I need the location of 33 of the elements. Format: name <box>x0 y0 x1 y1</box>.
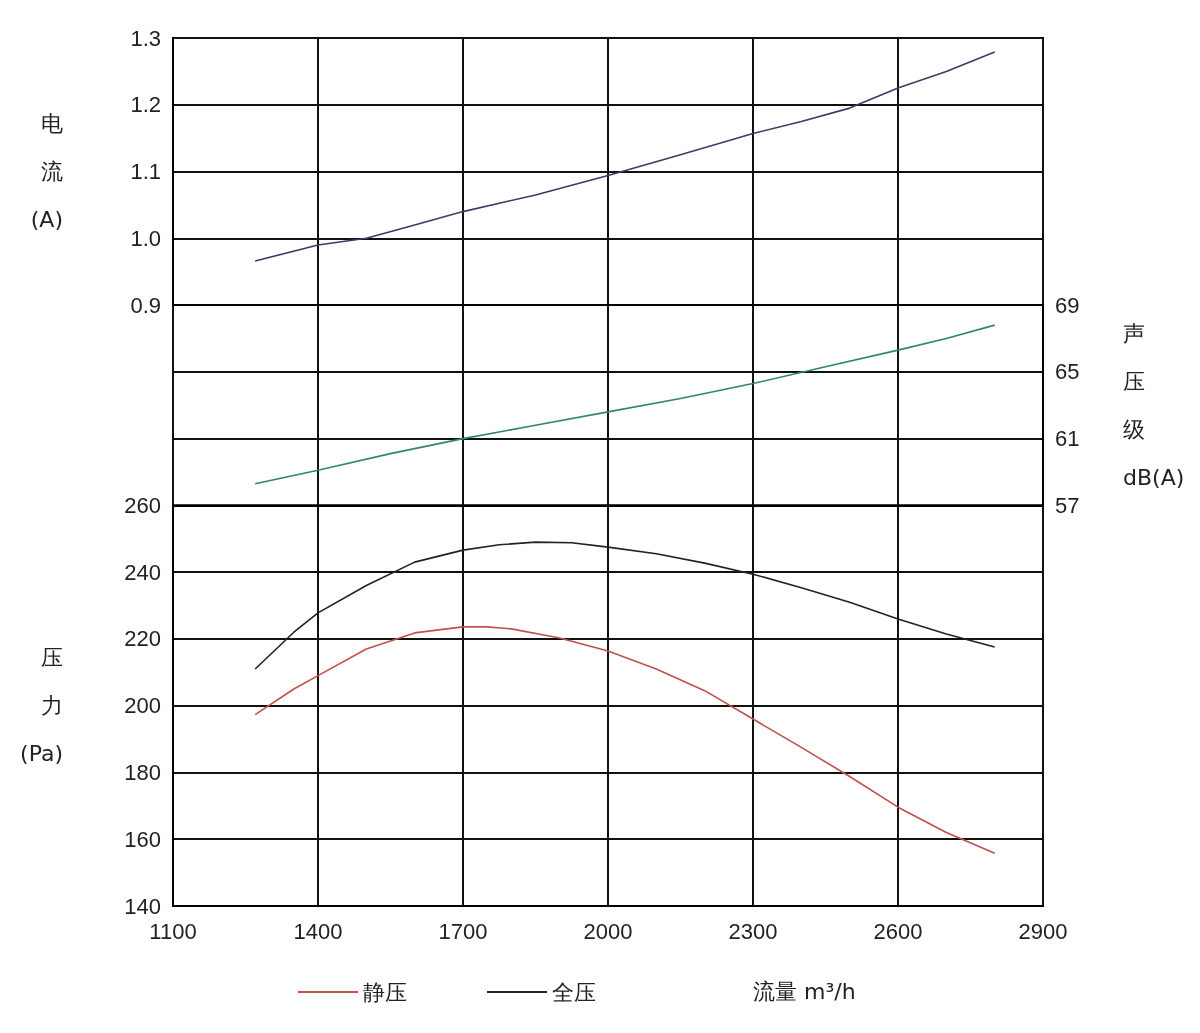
x-tick-label: 2900 <box>1018 918 1068 944</box>
y2-tick-label: 61 <box>1055 426 1080 452</box>
y-tick-label: 200 <box>124 693 161 719</box>
y-axis-title: 压力(Pa) <box>20 645 63 767</box>
y2-tick-label: 65 <box>1055 359 1080 385</box>
x-axis-title: 流量 m³/h <box>753 978 856 1004</box>
y-tick-label: 1.2 <box>130 92 161 118</box>
x-tick-label: 1100 <box>149 918 197 944</box>
y-tick-label: 140 <box>124 893 161 919</box>
y-tick-label: 180 <box>124 759 161 785</box>
y2-axis-title: 声压级dB(A) <box>1123 320 1185 490</box>
line-series <box>254 324 996 485</box>
legend-label: 全压 <box>552 979 596 1005</box>
y-tick-label: 1.0 <box>130 225 161 251</box>
y-tick-label: 1.1 <box>130 159 161 185</box>
line-series <box>254 626 996 855</box>
line-series <box>254 51 996 262</box>
y-tick-label: 220 <box>124 626 161 652</box>
y-tick-label: 0.9 <box>130 292 161 318</box>
y-tick-label: 1.3 <box>130 25 161 51</box>
y-tick-label: 260 <box>124 492 161 518</box>
y2-tick-label: 57 <box>1055 492 1080 518</box>
line-series <box>254 541 996 670</box>
legend-label: 静压 <box>363 979 407 1005</box>
y2-tick-label: 69 <box>1055 292 1080 318</box>
x-tick-label: 1400 <box>293 918 343 944</box>
x-tick-label: 2600 <box>873 918 923 944</box>
y-tick-label: 160 <box>124 826 161 852</box>
y-tick-label: 240 <box>124 559 161 585</box>
y-axis-title: 电流(A) <box>30 111 63 233</box>
x-tick-label: 2300 <box>728 918 778 944</box>
x-tick-label: 2000 <box>583 918 633 944</box>
x-tick-label: 1700 <box>438 918 488 944</box>
